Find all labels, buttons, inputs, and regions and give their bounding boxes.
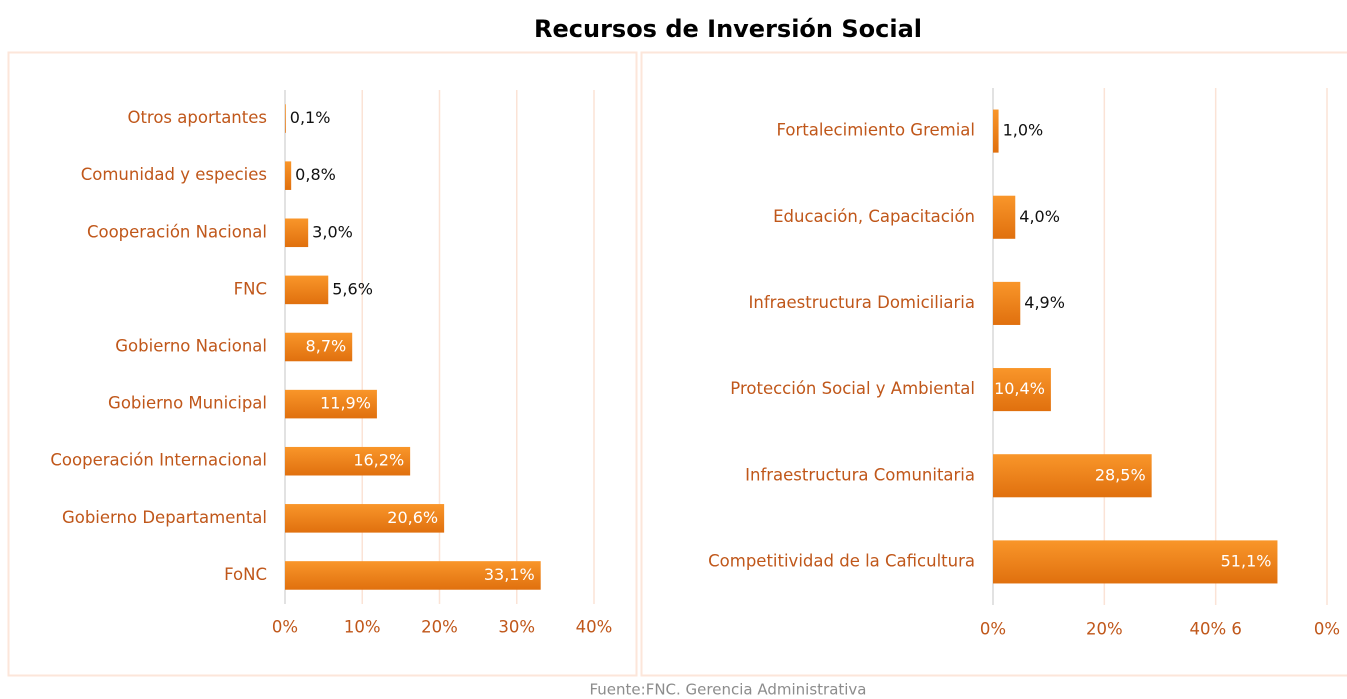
source: Fuente:FNC. Gerencia Administrativa — [589, 681, 866, 699]
value-label: 5,6% — [332, 279, 373, 298]
category-label: Gobierno Nacional — [115, 337, 267, 356]
bar — [285, 218, 309, 248]
bar — [285, 561, 541, 590]
bar — [285, 332, 353, 362]
panel — [7, 51, 638, 677]
category-label: Infraestructura Comunitaria — [745, 465, 975, 484]
bar — [993, 281, 1021, 325]
value-label: 28,5% — [1095, 465, 1146, 484]
x-tick-label: 10% — [344, 618, 381, 637]
title: Recursos de Inversión Social — [534, 15, 922, 43]
x-tick-label: 40% — [576, 618, 613, 637]
value-label: 8,7% — [306, 337, 347, 356]
category-label: Cooperación Internacional — [50, 451, 267, 470]
x-tick-label: 0% — [980, 620, 1006, 639]
bar — [993, 540, 1278, 584]
category-label: Infraestructura Domiciliaria — [749, 293, 976, 312]
category-label: Cooperación Nacional — [87, 222, 267, 241]
value-label: 3,0% — [312, 222, 353, 241]
value-label: 0,1% — [290, 108, 331, 127]
category-label: Gobierno Departamental — [62, 508, 267, 527]
bar — [285, 446, 411, 476]
bar — [285, 104, 286, 133]
category-label: Fortalecimiento Gremial — [776, 121, 975, 140]
category-label: FoNC — [224, 565, 267, 584]
value-label: 11,9% — [320, 394, 371, 413]
value-label: 51,1% — [1221, 551, 1272, 570]
bar — [993, 109, 999, 153]
category-label: Otros aportantes — [127, 108, 267, 127]
category-label: Protección Social y Ambiental — [730, 379, 975, 398]
category-label: Gobierno Municipal — [108, 394, 267, 413]
value-label: 10,4% — [994, 379, 1045, 398]
value-label: 20,6% — [387, 508, 438, 527]
bar — [285, 275, 329, 305]
value-label: 0,8% — [295, 165, 336, 184]
bar — [993, 454, 1152, 498]
category-label: FNC — [234, 279, 267, 298]
panel — [640, 51, 1347, 677]
value-label: 33,1% — [484, 565, 535, 584]
x-tick-label: 20% — [421, 618, 458, 637]
category-label: Comunidad y especies — [81, 165, 267, 184]
value-label: 4,9% — [1024, 293, 1065, 312]
x-tick-label: 0% — [272, 618, 298, 637]
bar — [285, 389, 377, 419]
x-tick-label: 0% — [1314, 620, 1340, 639]
x-tick-label: 30% — [498, 618, 535, 637]
category-label: Educación, Capacitación — [773, 207, 975, 226]
bar — [993, 368, 1051, 412]
value-label: 4,0% — [1019, 207, 1060, 226]
bar — [993, 195, 1016, 239]
x-tick-label: 20% — [1086, 620, 1123, 639]
bar — [285, 504, 445, 533]
x-tick-label: 40% 6 — [1189, 620, 1241, 639]
value-label: 16,2% — [353, 451, 404, 470]
category-label: Competitividad de la Caficultura — [708, 551, 975, 570]
bar — [285, 161, 292, 190]
value-label: 1,0% — [1003, 121, 1044, 140]
